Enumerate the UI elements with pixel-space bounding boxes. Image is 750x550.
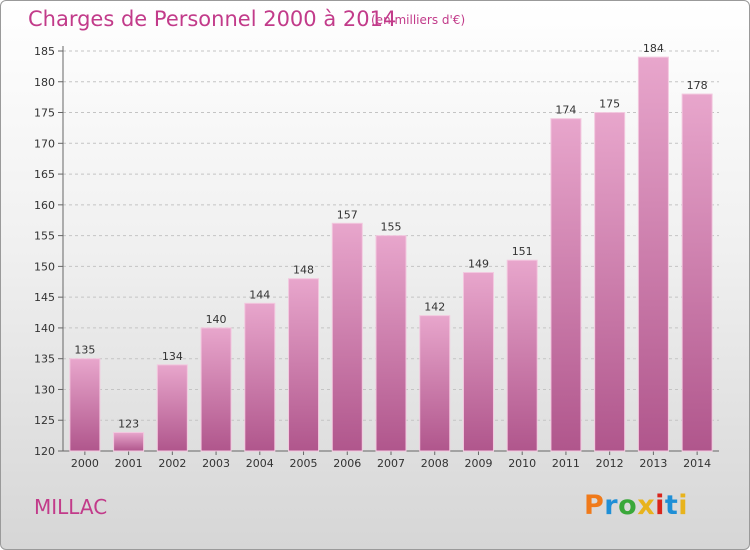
data-label: 155 bbox=[381, 221, 402, 234]
data-label: 123 bbox=[118, 418, 139, 431]
y-tick-label: 160 bbox=[34, 199, 55, 212]
x-tick-label: 2011 bbox=[552, 457, 580, 470]
bar bbox=[156, 364, 188, 452]
data-label: 140 bbox=[206, 313, 227, 326]
x-tick-label: 2001 bbox=[115, 457, 143, 470]
y-tick-label: 180 bbox=[34, 76, 55, 89]
bar bbox=[113, 432, 145, 452]
y-tick-label: 120 bbox=[34, 445, 55, 458]
x-tick-label: 2008 bbox=[421, 457, 449, 470]
data-label: 184 bbox=[643, 42, 664, 55]
bar bbox=[506, 259, 538, 452]
x-tick-label: 2012 bbox=[596, 457, 624, 470]
bar bbox=[69, 358, 101, 452]
data-label: 144 bbox=[249, 288, 270, 301]
data-label: 151 bbox=[512, 245, 533, 258]
y-tick-label: 170 bbox=[34, 137, 55, 150]
data-label: 135 bbox=[74, 344, 95, 357]
x-tick-label: 2009 bbox=[464, 457, 492, 470]
data-label: 134 bbox=[162, 350, 183, 363]
y-tick-label: 165 bbox=[34, 168, 55, 181]
data-label: 174 bbox=[555, 104, 576, 117]
x-tick-label: 2005 bbox=[290, 457, 318, 470]
bar bbox=[637, 56, 669, 452]
chart-title: Charges de Personnel 2000 à 2014 bbox=[28, 7, 397, 31]
y-tick-label: 140 bbox=[34, 322, 55, 335]
data-label: 157 bbox=[337, 208, 358, 221]
y-tick-label: 185 bbox=[34, 45, 55, 58]
x-tick-label: 2010 bbox=[508, 457, 536, 470]
y-tick-label: 145 bbox=[34, 291, 55, 304]
x-tick-label: 2006 bbox=[333, 457, 361, 470]
x-tick-label: 2002 bbox=[158, 457, 186, 470]
bar bbox=[681, 93, 713, 452]
data-label: 149 bbox=[468, 258, 489, 271]
bar bbox=[550, 118, 582, 452]
proxiti-logo: Proxiti bbox=[584, 490, 689, 521]
x-tick-label: 2014 bbox=[683, 457, 711, 470]
commune-name: MILLAC bbox=[34, 495, 108, 519]
bar bbox=[594, 112, 626, 452]
bar bbox=[419, 315, 451, 452]
y-tick-label: 150 bbox=[34, 260, 55, 273]
y-tick-label: 175 bbox=[34, 107, 55, 120]
data-label: 178 bbox=[687, 79, 708, 92]
bar bbox=[200, 327, 232, 452]
x-tick-label: 2000 bbox=[71, 457, 99, 470]
x-tick-label: 2013 bbox=[639, 457, 667, 470]
data-label: 142 bbox=[424, 301, 445, 314]
y-tick-label: 125 bbox=[34, 414, 55, 427]
bar bbox=[462, 272, 494, 452]
data-label: 148 bbox=[293, 264, 314, 277]
data-label: 175 bbox=[599, 98, 620, 111]
x-tick-label: 2003 bbox=[202, 457, 230, 470]
y-tick-label: 130 bbox=[34, 383, 55, 396]
bar bbox=[331, 222, 363, 452]
bar bbox=[375, 235, 407, 452]
y-tick-label: 135 bbox=[34, 353, 55, 366]
x-tick-label: 2004 bbox=[246, 457, 274, 470]
bar bbox=[244, 302, 276, 452]
bar bbox=[288, 278, 320, 452]
chart-unit: (en milliers d'€) bbox=[371, 13, 466, 27]
x-tick-label: 2007 bbox=[377, 457, 405, 470]
y-tick-label: 155 bbox=[34, 230, 55, 243]
